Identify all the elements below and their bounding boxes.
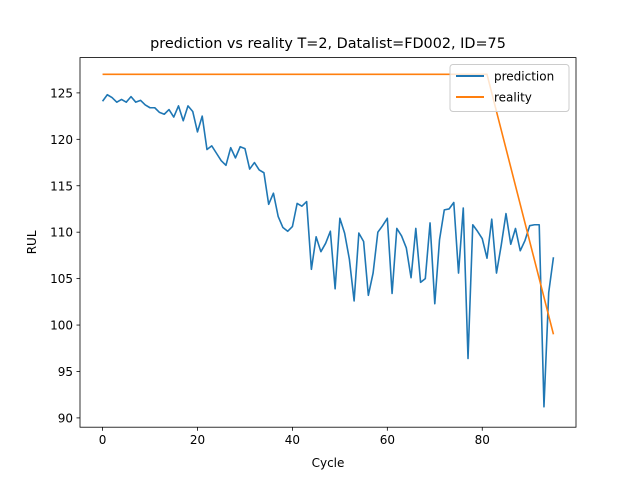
x-tick-label: 80 xyxy=(475,433,490,447)
chart-title: prediction vs reality T=2, Datalist=FD00… xyxy=(150,36,506,52)
x-axis-label: Cycle xyxy=(312,456,345,470)
x-tick-label: 0 xyxy=(99,433,107,447)
y-axis-ticks: 90 95 100 105 110 115 120 125 xyxy=(50,86,80,425)
legend: prediction reality xyxy=(449,64,570,112)
y-tick-label: 105 xyxy=(50,272,73,286)
y-tick-label: 125 xyxy=(50,86,73,100)
plot-frame xyxy=(79,57,577,428)
legend-label-prediction: prediction xyxy=(494,70,554,84)
y-tick-label: 115 xyxy=(50,179,73,193)
legend-label-reality: reality xyxy=(494,91,532,105)
x-tick-label: 40 xyxy=(285,433,300,447)
y-axis-label: RUL xyxy=(25,230,39,254)
x-tick-label: 60 xyxy=(380,433,395,447)
y-tick-label: 100 xyxy=(50,319,73,333)
x-axis-ticks: 0 20 40 60 80 xyxy=(99,427,490,447)
y-tick-label: 95 xyxy=(58,365,73,379)
y-tick-label: 120 xyxy=(50,133,73,147)
y-tick-label: 90 xyxy=(58,411,73,425)
x-tick-label: 20 xyxy=(190,433,205,447)
y-tick-label: 110 xyxy=(50,226,73,240)
series-line-prediction xyxy=(101,93,555,408)
